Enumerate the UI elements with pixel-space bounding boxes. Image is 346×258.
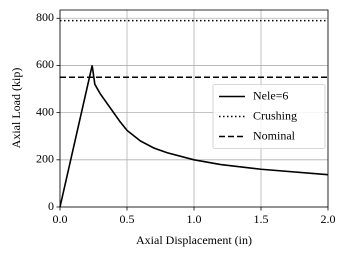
legend-label: Nominal bbox=[253, 128, 296, 142]
plot-frame bbox=[59, 9, 329, 208]
x-tick-label: 2.0 bbox=[321, 212, 336, 226]
y-axis-label: Axial Load (kip) bbox=[9, 68, 23, 149]
x-tick-label: 0.5 bbox=[120, 212, 135, 226]
legend: Nele=6 Crushing Nominal bbox=[212, 84, 326, 149]
legend-box bbox=[212, 84, 326, 149]
x-tick-label: 1.5 bbox=[254, 212, 269, 226]
y-tick-label: 800 bbox=[36, 10, 54, 24]
x-tick-label: 0.0 bbox=[53, 212, 68, 226]
y-tick-label: 400 bbox=[36, 104, 54, 118]
legend-label: Nele=6 bbox=[253, 88, 288, 102]
series-line bbox=[59, 65, 329, 208]
x-axis-label: Axial Displacement (in) bbox=[136, 233, 252, 247]
y-tick-label: 200 bbox=[36, 152, 54, 166]
y-tick-label: 600 bbox=[36, 57, 54, 71]
x-tick-label: 1.0 bbox=[187, 212, 202, 226]
y-tick-label: 0 bbox=[48, 199, 54, 213]
legend-label: Crushing bbox=[253, 108, 297, 122]
